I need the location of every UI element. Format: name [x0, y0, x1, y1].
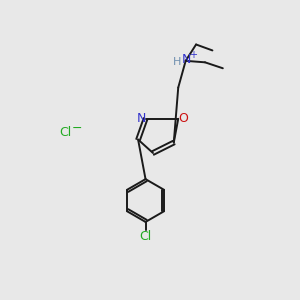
Text: N: N [136, 112, 146, 125]
Text: H: H [173, 57, 182, 67]
Text: Cl: Cl [140, 230, 152, 243]
Text: O: O [178, 112, 188, 125]
Text: N: N [182, 53, 191, 66]
Text: Cl: Cl [59, 126, 71, 139]
Text: −: − [71, 122, 82, 135]
Text: +: + [189, 50, 197, 61]
